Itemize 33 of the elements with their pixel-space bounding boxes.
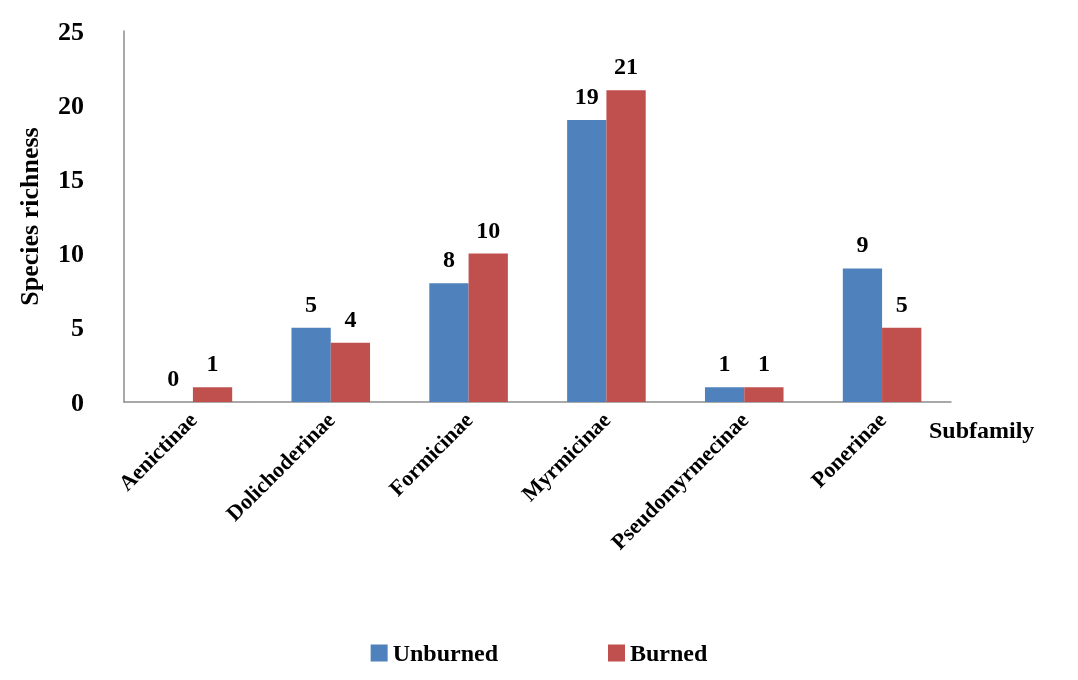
data-label: 1 <box>206 350 219 377</box>
bar <box>330 342 371 402</box>
data-label: 4 <box>344 305 357 332</box>
data-label: 5 <box>305 290 318 317</box>
y-tick-label: 10 <box>58 239 84 269</box>
data-label: 1 <box>718 350 731 377</box>
data-label: 9 <box>856 231 869 258</box>
y-tick-label: 0 <box>71 387 84 417</box>
y-tick-label: 5 <box>71 313 84 343</box>
bar <box>429 283 469 402</box>
y-tick-label: 20 <box>58 90 84 120</box>
data-label: 8 <box>442 246 455 273</box>
data-label: 10 <box>476 216 501 243</box>
bar <box>606 90 646 402</box>
bar <box>291 327 331 402</box>
legend-label: Unburned <box>392 640 499 666</box>
bar <box>882 327 922 402</box>
bar <box>192 387 233 402</box>
bar <box>468 253 508 402</box>
data-label: 21 <box>614 53 639 80</box>
y-tick-label: 25 <box>58 16 84 46</box>
data-label: 5 <box>895 290 908 317</box>
bar <box>567 120 607 402</box>
y-axis-title: Species richness <box>14 127 44 306</box>
bar <box>842 268 883 402</box>
data-label: 1 <box>757 350 770 377</box>
bar <box>704 387 745 402</box>
y-tick-label: 15 <box>58 164 84 194</box>
bar <box>744 387 784 402</box>
x-axis-title: Subfamily <box>929 417 1035 443</box>
data-label: 19 <box>574 83 599 110</box>
data-label: 0 <box>167 365 180 391</box>
legend-label: Burned <box>630 640 709 666</box>
